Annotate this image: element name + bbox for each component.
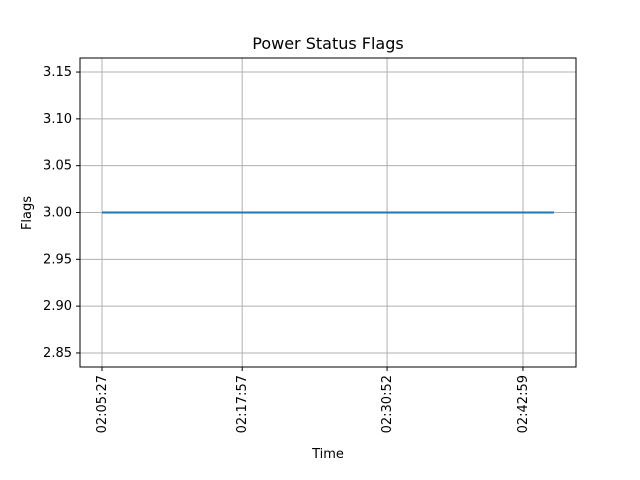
y-tick-label: 3.15 (43, 65, 72, 80)
axis-ticks: 2.85 2.90 2.95 3.00 3.05 3.10 3.15 02:05:27 02:1… (43, 65, 531, 433)
x-tick-label: 02:05:27 (95, 375, 110, 433)
x-tick-label: 02:17:57 (235, 375, 250, 433)
x-axis-label: Time (311, 447, 344, 462)
y-tick-label: 2.85 (43, 346, 72, 361)
y-tick-label: 2.95 (43, 252, 72, 267)
y-tick-label: 3.00 (43, 206, 72, 221)
x-tick-label: 02:30:52 (380, 375, 395, 433)
x-tick-label: 02:42:59 (516, 375, 531, 433)
y-tick-label: 3.05 (43, 159, 72, 174)
y-axis-label: Flags (20, 196, 35, 230)
chart-title: Power Status Flags (252, 34, 403, 53)
y-tick-label: 2.90 (43, 299, 72, 314)
y-tick-label: 3.10 (43, 112, 72, 127)
